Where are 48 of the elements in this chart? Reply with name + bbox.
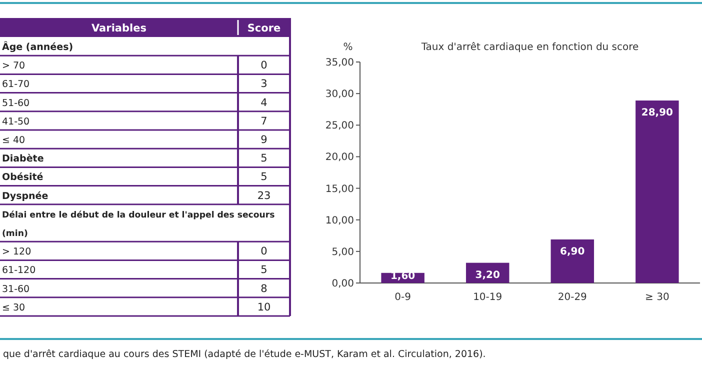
- category-label: Obésité: [2, 172, 44, 184]
- bar: [550, 239, 594, 283]
- category-label: ≤ 40: [2, 135, 26, 146]
- text: que d'arrêt cardiaque au cours des STEMI (adapté de l'étude e-MUST, Karam et al. Circulation, 2016).: [3, 349, 486, 360]
- data-label: 0: [260, 60, 268, 72]
- text: Variables: [92, 22, 146, 34]
- data-label: 28,90: [641, 108, 674, 119]
- x-tick-label: 20-29: [558, 292, 587, 303]
- y-tick-label: 0,00: [332, 278, 354, 290]
- category-label: ≤ 30: [2, 302, 26, 314]
- category-label: Dyspnée: [2, 190, 48, 202]
- text: Score: [247, 22, 281, 34]
- x-tick-label: 0-9: [394, 292, 411, 303]
- data-label: 7: [260, 115, 268, 128]
- category-label: Délai entre le début de la douleur et l'appel des secours (min): [2, 210, 275, 239]
- y-axis-title: %: [343, 42, 353, 53]
- y-tick-label: 35,00: [325, 58, 354, 68]
- data-label: 0: [260, 246, 268, 258]
- data-label: 23: [257, 190, 271, 202]
- category-label: 61-120: [2, 265, 36, 276]
- data-label: 3: [260, 78, 268, 90]
- y-tick-label: 10,00: [325, 215, 354, 226]
- data-label: 10: [257, 301, 271, 314]
- chart-title: Taux d'arrêt cardiaque en fonction du score: [420, 42, 639, 53]
- y-tick-label: 15,00: [325, 184, 354, 195]
- bar: [636, 100, 679, 283]
- data-label: 4: [260, 96, 268, 109]
- x-tick-label: ≥ 30: [645, 292, 670, 303]
- data-label: 6,90: [560, 246, 585, 258]
- data-label: 5: [260, 152, 268, 165]
- category-label: 31-60: [2, 284, 30, 295]
- y-tick-label: 30,00: [325, 89, 354, 100]
- category-label: 41-50: [2, 116, 30, 128]
- category-label: 51-60: [2, 98, 30, 109]
- y-tick-label: 25,00: [325, 120, 354, 132]
- data-label: 9: [260, 134, 268, 146]
- y-tick-label: 5,00: [332, 246, 354, 258]
- category-label: > 120: [2, 246, 32, 258]
- data-label: 8: [260, 282, 268, 295]
- data-label: 5: [260, 171, 268, 184]
- y-tick-label: 20,00: [325, 152, 354, 164]
- category-label: 61-70: [2, 79, 30, 90]
- x-tick-label: 10-19: [473, 292, 502, 303]
- category-label: Âge (années): [2, 41, 74, 53]
- category-label: Diabète: [2, 154, 44, 165]
- category-label: > 70: [2, 60, 26, 72]
- data-label: 5: [260, 264, 268, 276]
- data-label: 3,20: [475, 270, 500, 281]
